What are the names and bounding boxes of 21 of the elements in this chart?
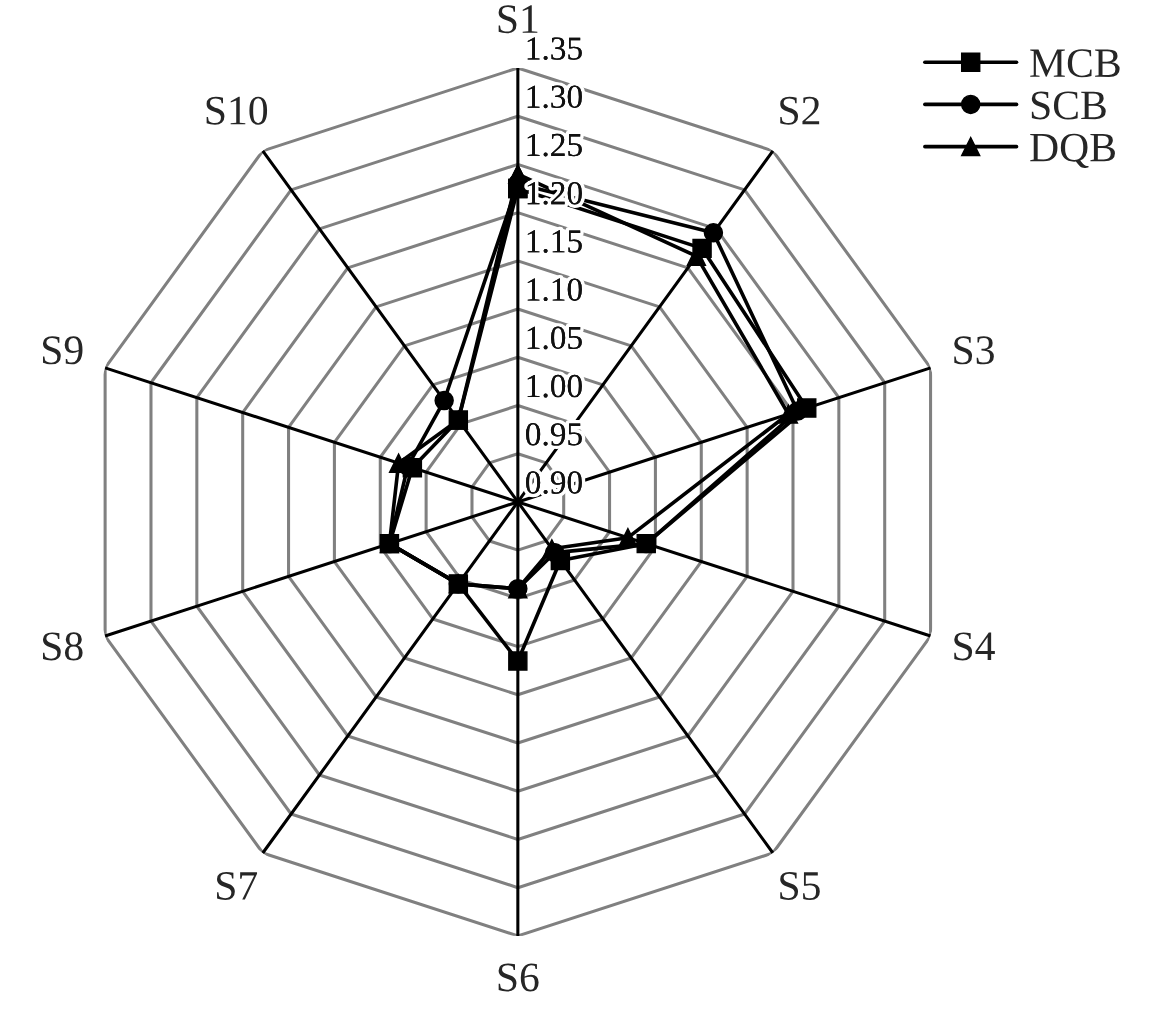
y-tick-label: 1.35 — [527, 37, 582, 60]
y-tick-label: 1.10 — [527, 278, 582, 302]
legend-label: SCB — [1031, 91, 1106, 120]
spoke-label: S1 — [498, 5, 538, 34]
legend-label: MCB — [1030, 49, 1120, 78]
y-tick-label: 1.15 — [527, 230, 582, 253]
spoke-label: S8 — [42, 632, 83, 661]
spoke-label: S3 — [954, 336, 994, 365]
legend-label: DQB — [1030, 133, 1115, 168]
spoke-label: S4 — [954, 632, 995, 661]
spoke-label: S9 — [42, 336, 83, 365]
spoke-label: S6 — [498, 963, 539, 992]
spoke-label: S5 — [780, 871, 820, 900]
y-tick-label: 1.05 — [527, 326, 582, 350]
y-tick-label: 1.00 — [527, 374, 582, 398]
y-tick-label: 1.20 — [527, 181, 582, 205]
y-tick-label: 1.25 — [527, 133, 582, 157]
spoke-label: S7 — [217, 871, 258, 900]
spoke-label: S2 — [780, 96, 820, 125]
y-tick-label: 1.30 — [527, 85, 582, 109]
spoke-label: S10 — [206, 96, 268, 125]
